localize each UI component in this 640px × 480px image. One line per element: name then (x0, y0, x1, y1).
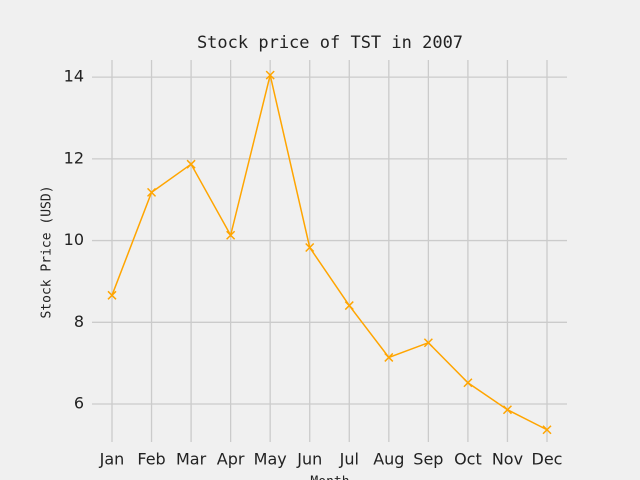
marker (186, 159, 196, 169)
marker (502, 405, 512, 415)
marker (344, 301, 354, 311)
x-tick-label: Feb (137, 450, 165, 469)
line (111, 74, 548, 431)
x-tick-label: Nov (492, 450, 523, 469)
marker (463, 378, 473, 388)
x-tick-label: Oct (454, 450, 482, 469)
marker (384, 352, 394, 362)
x-tick-label: Sep (413, 450, 443, 469)
x-tick-label: Jan (99, 450, 125, 469)
marker (542, 425, 552, 435)
x-tick-label: Jun (296, 450, 322, 469)
y-tick-label: 8 (74, 312, 84, 331)
marker (305, 242, 315, 253)
marker (147, 187, 157, 197)
y-tick-label: 6 (74, 394, 84, 413)
x-tick-label: Dec (532, 450, 563, 469)
marker (265, 70, 275, 80)
marker (226, 230, 236, 240)
y-tick-label: 10 (64, 230, 84, 249)
marker (423, 338, 433, 348)
chart-title: Stock price of TST in 2007 (197, 33, 463, 53)
y-axis-label: Stock Price (USD) (40, 185, 55, 318)
x-axis-label: Month (310, 475, 349, 480)
marker (107, 290, 117, 300)
x-tick-label: May (254, 450, 287, 469)
x-tick-label: Apr (217, 450, 245, 469)
x-tick-label: Mar (176, 450, 207, 469)
x-tick-label: Aug (373, 450, 404, 469)
y-tick-label: 14 (64, 67, 84, 86)
x-tick-label: Jul (339, 450, 359, 469)
y-tick-label: 12 (64, 148, 84, 167)
